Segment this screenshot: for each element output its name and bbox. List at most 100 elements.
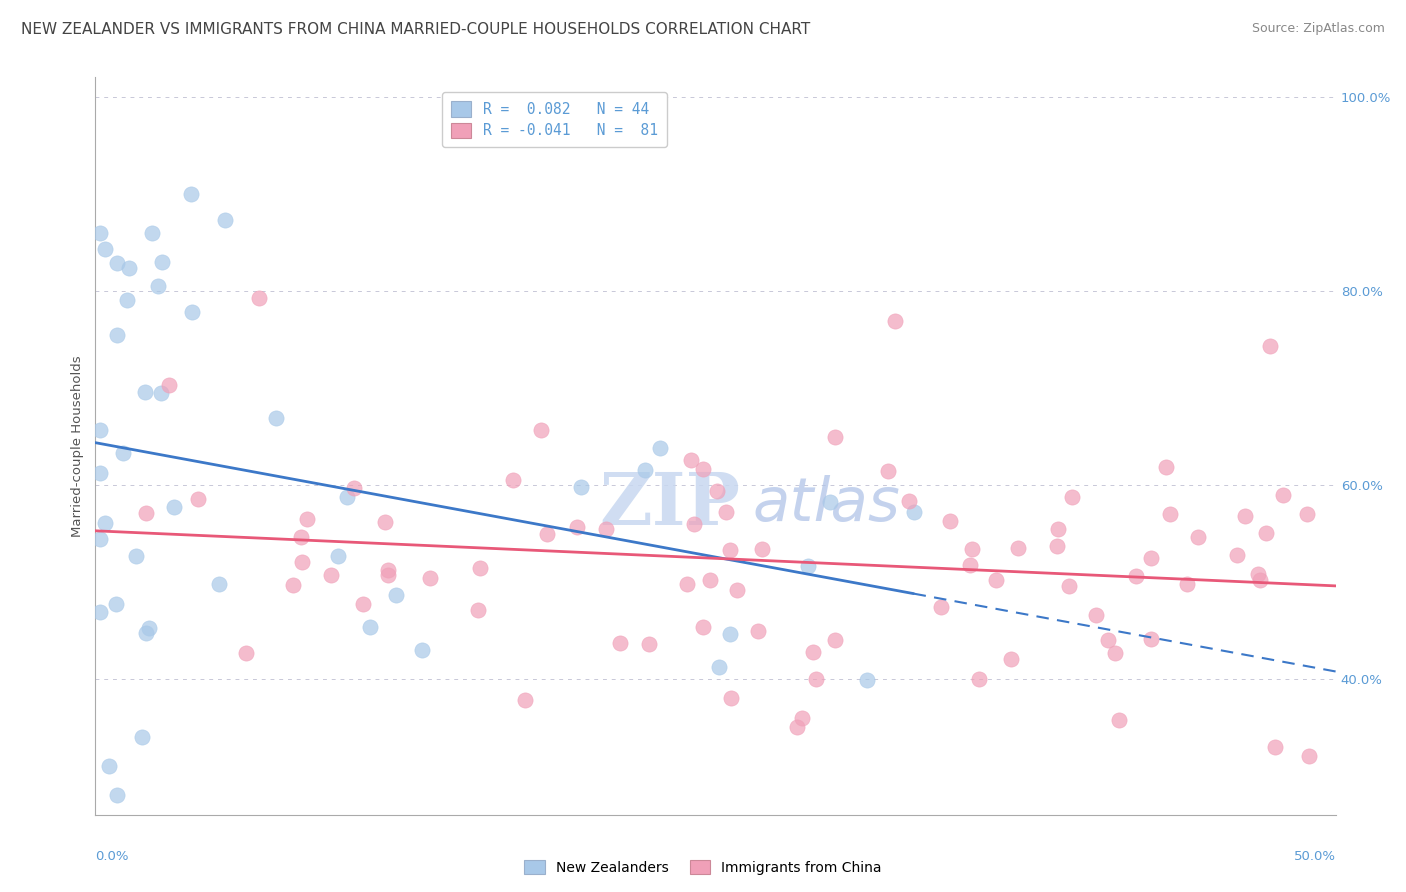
Point xyxy=(797,559,820,574)
Point xyxy=(290,530,312,544)
Point xyxy=(118,260,141,275)
Point xyxy=(1226,549,1249,563)
Point xyxy=(247,291,270,305)
Point xyxy=(326,549,349,564)
Point xyxy=(94,516,117,530)
Point xyxy=(536,526,558,541)
Point xyxy=(634,463,657,477)
Point xyxy=(720,691,742,706)
Point xyxy=(824,633,846,648)
Point xyxy=(1296,507,1319,521)
Text: 50.0%: 50.0% xyxy=(1294,850,1336,863)
Point xyxy=(638,637,661,651)
Point xyxy=(157,378,180,392)
Point xyxy=(135,506,157,520)
Point xyxy=(1104,646,1126,660)
Point xyxy=(967,673,990,687)
Point xyxy=(1000,652,1022,666)
Point xyxy=(290,555,312,569)
Point xyxy=(138,621,160,635)
Point xyxy=(105,327,128,342)
Point xyxy=(105,788,128,802)
Point xyxy=(1175,577,1198,591)
Point xyxy=(235,647,257,661)
Point xyxy=(264,410,287,425)
Point xyxy=(569,479,592,493)
Point xyxy=(1139,632,1161,646)
Point xyxy=(676,576,699,591)
Point xyxy=(150,254,173,268)
Point xyxy=(89,226,111,240)
Point xyxy=(683,516,706,531)
Point xyxy=(1233,509,1256,524)
Point xyxy=(319,568,342,582)
Point xyxy=(786,720,808,734)
Point xyxy=(105,256,128,270)
Point xyxy=(149,385,172,400)
Point xyxy=(609,636,631,650)
Point xyxy=(876,464,898,478)
Point xyxy=(1249,573,1271,587)
Point xyxy=(468,560,491,574)
Point xyxy=(707,660,730,674)
Point xyxy=(163,500,186,515)
Point xyxy=(135,626,157,640)
Point xyxy=(530,423,553,437)
Point xyxy=(180,305,202,319)
Point xyxy=(295,512,318,526)
Point xyxy=(679,452,702,467)
Point xyxy=(1159,508,1181,522)
Point xyxy=(718,543,741,558)
Point xyxy=(1256,525,1278,540)
Point xyxy=(706,484,728,499)
Point xyxy=(803,645,825,659)
Point xyxy=(650,442,672,456)
Point xyxy=(962,542,984,557)
Point xyxy=(1271,488,1294,502)
Point xyxy=(959,558,981,573)
Legend: New Zealanders, Immigrants from China: New Zealanders, Immigrants from China xyxy=(519,855,887,880)
Point xyxy=(513,692,536,706)
Point xyxy=(467,603,489,617)
Point xyxy=(115,293,138,308)
Point xyxy=(111,446,134,460)
Point xyxy=(1298,749,1320,764)
Point xyxy=(1264,739,1286,754)
Point xyxy=(419,571,441,585)
Legend: R =  0.082   N = 44, R = -0.041   N =  81: R = 0.082 N = 44, R = -0.041 N = 81 xyxy=(441,92,666,147)
Point xyxy=(1046,522,1069,536)
Point xyxy=(1154,460,1177,475)
Text: Source: ZipAtlas.com: Source: ZipAtlas.com xyxy=(1251,22,1385,36)
Point xyxy=(374,516,396,530)
Point xyxy=(180,186,202,201)
Point xyxy=(984,573,1007,587)
Point xyxy=(1060,491,1083,505)
Point xyxy=(897,493,920,508)
Point xyxy=(692,620,714,634)
Point xyxy=(377,563,399,577)
Point xyxy=(89,605,111,619)
Point xyxy=(1085,608,1108,623)
Point xyxy=(125,549,148,563)
Point xyxy=(903,505,925,519)
Point xyxy=(747,624,769,639)
Point xyxy=(1057,579,1080,593)
Point xyxy=(141,226,163,240)
Point xyxy=(214,213,236,227)
Text: NEW ZEALANDER VS IMMIGRANTS FROM CHINA MARRIED-COUPLE HOUSEHOLDS CORRELATION CHA: NEW ZEALANDER VS IMMIGRANTS FROM CHINA M… xyxy=(21,22,810,37)
Point xyxy=(718,627,741,641)
Point xyxy=(1046,539,1069,553)
Point xyxy=(89,467,111,481)
Point xyxy=(1007,541,1029,556)
Point xyxy=(1108,713,1130,727)
Point xyxy=(824,430,846,444)
Point xyxy=(692,462,714,476)
Point xyxy=(699,573,721,587)
Point xyxy=(929,599,952,614)
Y-axis label: Married-couple Households: Married-couple Households xyxy=(72,355,84,537)
Point xyxy=(818,494,841,508)
Point xyxy=(884,313,907,327)
Point xyxy=(89,532,111,546)
Point xyxy=(97,759,120,773)
Point xyxy=(385,588,408,602)
